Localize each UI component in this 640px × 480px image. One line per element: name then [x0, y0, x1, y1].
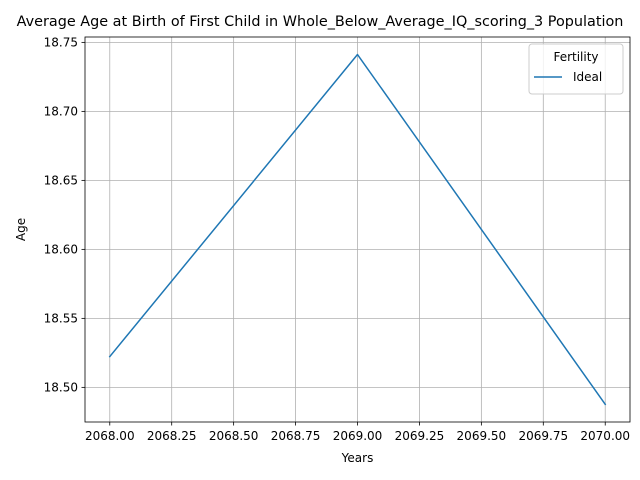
grid: [85, 37, 630, 422]
y-tick-label: 18.75: [44, 36, 78, 50]
x-tick-label: 2069.25: [395, 429, 445, 443]
chart-title: Average Age at Birth of First Child in W…: [17, 14, 624, 30]
y-tick-label: 18.65: [44, 174, 78, 188]
y-tick-label: 18.55: [44, 312, 78, 326]
y-tick-label: 18.60: [44, 243, 78, 257]
legend: Fertility Ideal: [528, 43, 624, 95]
legend-title: Fertility: [553, 50, 598, 64]
y-axis-label: Age: [14, 218, 28, 241]
x-tick-label: 2068.50: [209, 429, 259, 443]
x-tick-label: 2068.25: [147, 429, 197, 443]
x-tick-label: 2070.00: [580, 429, 630, 443]
x-axis-ticks: 2068.00 2068.25 2068.50 2068.75 2069.00 2069.…: [85, 422, 630, 443]
x-tick-label: 2068.00: [85, 429, 135, 443]
series-line-ideal: [108, 53, 607, 406]
legend-box: [528, 43, 624, 95]
y-axis-ticks: 18.50 18.55 18.60 18.65 18.70 18.75: [44, 36, 85, 395]
x-axis-label: Years: [341, 451, 374, 465]
legend-label-ideal: Ideal: [573, 70, 602, 84]
x-tick-label: 2069.50: [457, 429, 507, 443]
series-lines: [108, 53, 607, 406]
x-tick-label: 2068.75: [271, 429, 321, 443]
x-tick-label: 2069.00: [333, 429, 383, 443]
y-tick-label: 18.50: [44, 381, 78, 395]
y-tick-label: 18.70: [44, 105, 78, 119]
x-tick-label: 2069.75: [518, 429, 568, 443]
